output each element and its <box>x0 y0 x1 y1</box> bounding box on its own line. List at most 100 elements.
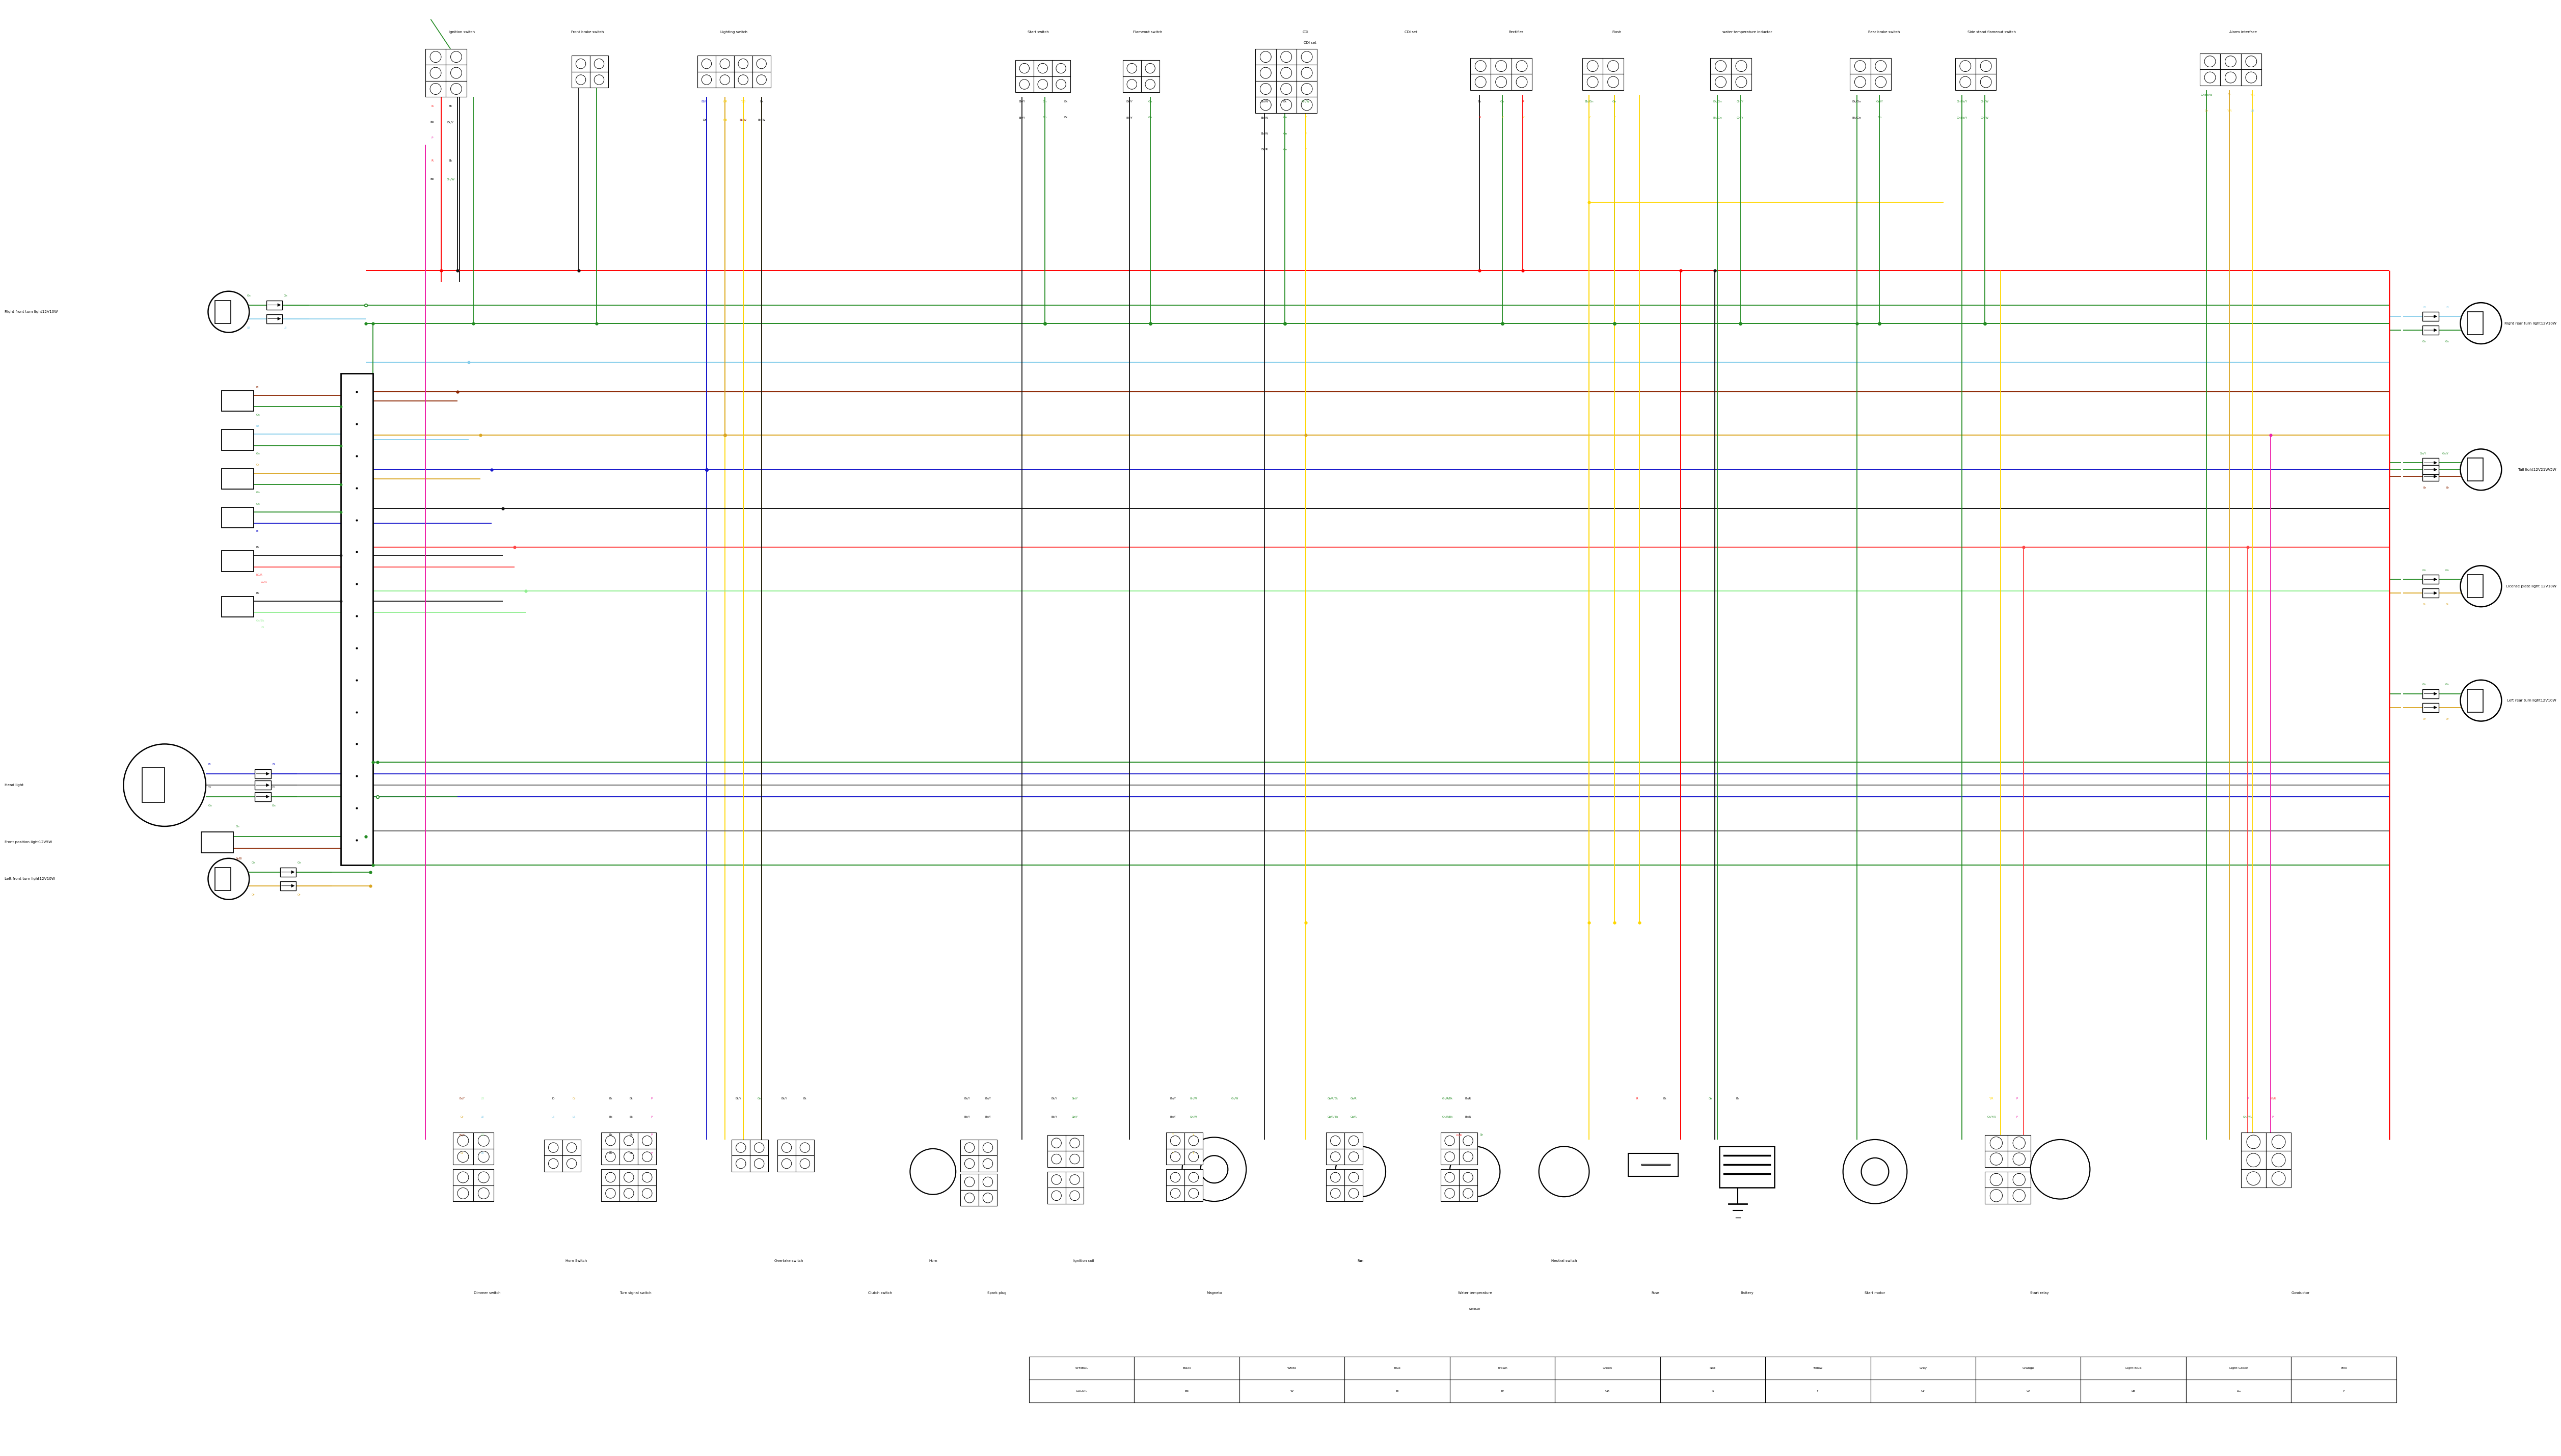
Bar <box>2241 54 2261 70</box>
Bar <box>978 1190 996 1206</box>
Bar <box>1491 74 1511 90</box>
Text: Bl: Bl <box>271 763 274 766</box>
Text: LG/R: LG/R <box>256 574 264 577</box>
Text: Gn: Gn <box>1480 1134 1483 1136</box>
Text: Bk/Y: Bk/Y <box>1127 100 1132 103</box>
Text: Start relay: Start relay <box>2031 1291 2049 1294</box>
Text: LG: LG <box>481 1098 484 1099</box>
Bar <box>1165 1133 1186 1149</box>
Circle shape <box>1862 1158 1890 1185</box>
Circle shape <box>1875 61 1887 71</box>
Circle shape <box>594 74 604 84</box>
Bar <box>1975 74 1995 90</box>
Bar <box>2008 1172 2031 1188</box>
Bar <box>1439 1185 1460 1201</box>
Circle shape <box>643 1136 653 1146</box>
Text: Grey: Grey <box>1918 1367 1926 1370</box>
Circle shape <box>1145 80 1155 89</box>
Circle shape <box>1462 1152 1473 1162</box>
Bar <box>453 1133 474 1149</box>
Text: Bk/Y: Bk/Y <box>1019 100 1024 103</box>
Bar <box>1122 60 1142 76</box>
Bar <box>1629 1153 1677 1176</box>
Bar <box>215 300 230 323</box>
Bar <box>341 374 374 865</box>
Bar <box>1296 66 1316 82</box>
Bar <box>1327 1133 1345 1149</box>
Bar <box>2241 70 2261 86</box>
Text: Brown: Brown <box>1498 1367 1508 1370</box>
Text: Bk: Bk <box>1063 116 1068 119</box>
Text: LG/R: LG/R <box>1455 1134 1462 1136</box>
Text: Gn/Y: Gn/Y <box>1877 100 1882 103</box>
Bar <box>425 82 446 98</box>
Circle shape <box>1188 1188 1199 1198</box>
Circle shape <box>451 83 461 95</box>
Text: Bk/Y: Bk/Y <box>1127 116 1132 119</box>
Bar <box>256 769 271 779</box>
Bar <box>978 1140 996 1156</box>
Bar <box>453 1169 474 1185</box>
Bar <box>446 50 466 66</box>
Circle shape <box>1053 1175 1060 1185</box>
Circle shape <box>702 74 712 84</box>
Circle shape <box>2013 1137 2026 1149</box>
Text: Bk/Y: Bk/Y <box>1050 1098 1058 1099</box>
Bar <box>1053 60 1070 76</box>
Circle shape <box>983 1143 994 1153</box>
Text: Bk/Y: Bk/Y <box>1170 1115 1175 1118</box>
Text: Gn: Gn <box>1147 100 1152 103</box>
Circle shape <box>1462 1172 1473 1182</box>
Text: Y/R: Y/R <box>2228 109 2231 112</box>
Bar <box>960 1156 978 1172</box>
Bar <box>1985 1172 2008 1188</box>
Bar <box>638 1133 656 1149</box>
Bar <box>715 71 735 87</box>
Text: Water temperature: Water temperature <box>1457 1291 1493 1294</box>
Text: Tail light12V21W/5W: Tail light12V21W/5W <box>2517 467 2556 472</box>
Bar <box>1583 74 1603 90</box>
Circle shape <box>625 1152 633 1162</box>
Bar <box>474 1133 494 1149</box>
Bar <box>2423 312 2438 320</box>
Text: Gn: Gn <box>256 491 261 494</box>
Bar <box>1450 1357 1555 1380</box>
Bar <box>1765 1380 1870 1402</box>
Text: Gn: Gn <box>2423 683 2425 686</box>
Bar <box>1450 1380 1555 1402</box>
Bar <box>1327 1149 1345 1165</box>
Text: Right rear turn light12V10W: Right rear turn light12V10W <box>2505 322 2556 325</box>
Text: Gn: Gn <box>2423 341 2425 342</box>
Text: Bk/Y: Bk/Y <box>781 1098 786 1099</box>
Bar <box>1053 76 1070 92</box>
Text: Bk/Gn: Bk/Gn <box>1852 100 1862 103</box>
Bar <box>1345 1380 1450 1402</box>
Circle shape <box>1959 61 1972 71</box>
Text: Bk: Bk <box>256 591 259 594</box>
Text: Gn/W: Gn/W <box>1301 100 1309 103</box>
Circle shape <box>1450 1146 1501 1197</box>
Text: Gn: Gn <box>256 414 261 416</box>
Text: Gn: Gn <box>1613 100 1616 103</box>
Bar <box>1186 1133 1204 1149</box>
Circle shape <box>1332 1188 1339 1198</box>
Circle shape <box>1260 99 1270 111</box>
Bar <box>732 1140 750 1156</box>
Bar <box>1275 66 1296 82</box>
Text: Gn: Gn <box>1283 132 1288 135</box>
Text: Bk: Bk <box>610 1098 612 1099</box>
Text: Bk: Bk <box>430 121 433 124</box>
Text: Gn: Gn <box>236 826 241 827</box>
Bar <box>2187 1357 2292 1380</box>
Circle shape <box>755 74 766 84</box>
Text: LB: LB <box>246 326 251 329</box>
Text: Bl: Bl <box>256 530 259 533</box>
Bar <box>1327 1185 1345 1201</box>
Text: Gn/W: Gn/W <box>1191 1115 1199 1118</box>
Circle shape <box>2246 1136 2261 1149</box>
Text: Bk: Bk <box>610 1115 612 1118</box>
Circle shape <box>1332 1152 1339 1162</box>
Circle shape <box>799 1143 809 1153</box>
Circle shape <box>2246 1172 2261 1185</box>
Text: Bk/Y: Bk/Y <box>735 1098 743 1099</box>
